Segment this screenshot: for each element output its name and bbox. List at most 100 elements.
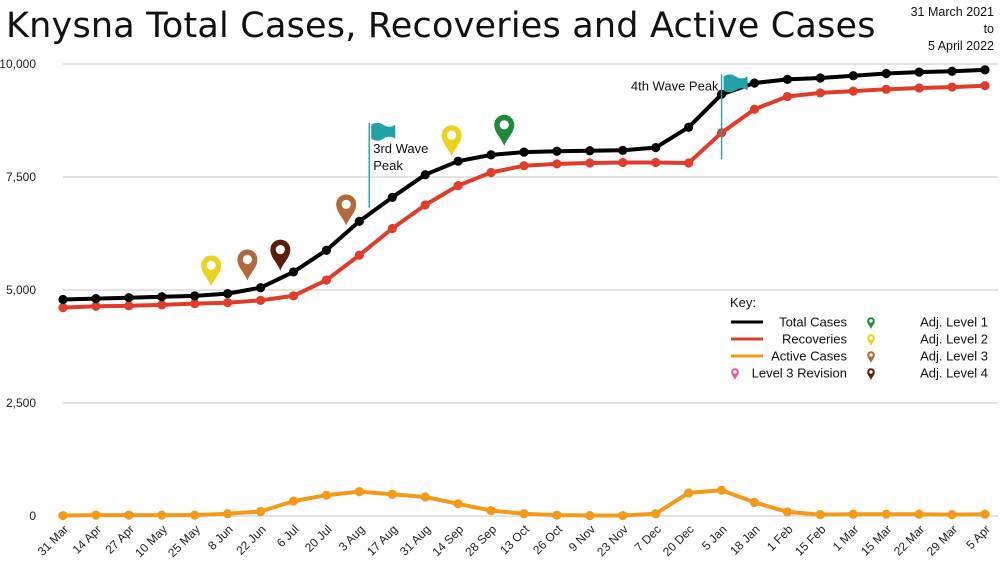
data-point (387, 489, 397, 499)
data-point (420, 492, 430, 502)
data-point (255, 295, 266, 305)
x-tick-label: 6 Jul (274, 522, 302, 550)
wave-peak-flag: 3rd Wave Peak (368, 122, 428, 208)
data-point (420, 170, 430, 180)
x-tick-label: 20 Dec (660, 522, 697, 559)
data-point (124, 510, 134, 520)
data-point (354, 250, 364, 260)
pin-hole (499, 120, 509, 130)
data-point (651, 143, 661, 153)
x-tick-label: 20 Jul (302, 522, 335, 555)
x-tick-label: 1 Mar (830, 522, 862, 554)
x-tick-label: 17 Aug (364, 522, 400, 558)
pin-hole (869, 319, 873, 323)
x-tick-label: 31 Mar (35, 522, 71, 558)
flag-label: 4th Wave Peak (631, 78, 719, 93)
data-point (190, 510, 200, 520)
data-point (749, 104, 760, 114)
y-tick-label: 10,000 (0, 57, 36, 71)
x-tick-label: 8 Jun (205, 522, 236, 553)
pin-hole (869, 353, 873, 357)
data-point (618, 510, 628, 521)
data-point (749, 78, 760, 88)
legend-pin-icon (867, 351, 875, 363)
data-point (91, 510, 101, 520)
chart-title: Knysna Total Cases, Recoveries and Activ… (6, 6, 876, 46)
data-point (91, 293, 101, 304)
data-point (157, 300, 167, 310)
x-tick-label: 23 Nov (594, 522, 631, 559)
data-point (947, 510, 957, 520)
legend-label: Adj. Level 2 (920, 332, 988, 347)
legend-pin-icon (867, 317, 875, 329)
data-point (848, 86, 858, 96)
data-point (58, 294, 68, 305)
legend-title: Key: (730, 295, 756, 310)
data-point (58, 303, 68, 313)
legend-pin-icon (867, 334, 875, 346)
data-point (288, 267, 299, 277)
date-range-to: 5 April 2022 (927, 39, 994, 53)
data-point (519, 147, 529, 157)
data-point (947, 82, 957, 92)
pin-hole (242, 254, 252, 265)
x-tick-label: 27 Apr (103, 522, 137, 556)
legend-pin-icon (867, 368, 875, 380)
data-point (881, 509, 891, 519)
x-tick-label: 29 Mar (924, 522, 960, 558)
flag-label: 3rd Wave (373, 141, 428, 156)
data-point (519, 161, 529, 171)
marker-adj-level-2-icon (441, 125, 462, 157)
data-point (124, 301, 134, 311)
legend-label: Active Cases (771, 349, 847, 364)
data-point (980, 81, 990, 91)
data-point (815, 510, 825, 520)
data-point (716, 485, 727, 495)
x-tick-label: 14 Apr (70, 522, 104, 556)
data-point (519, 509, 529, 519)
data-point (585, 158, 595, 168)
marker-adj-level-3-icon (336, 194, 357, 226)
pin-hole (275, 244, 285, 255)
data-point (914, 83, 924, 93)
flag-label: Peak (373, 158, 403, 173)
data-point (618, 157, 628, 168)
x-tick-label: 18 Jan (727, 522, 762, 557)
data-point (321, 490, 332, 500)
wave-peak-flag: 4th Wave Peak (631, 74, 748, 160)
date-range-from: 31 March 2021 (910, 5, 994, 19)
x-tick-label: 5 Jan (699, 522, 730, 553)
marker-adj-level-3-icon (237, 249, 258, 281)
data-point (321, 275, 332, 285)
pin-body (237, 249, 258, 281)
x-tick-label: 5 Apr (963, 522, 993, 552)
series-recoveries (58, 81, 990, 313)
x-tick-label: 22 Mar (891, 522, 927, 558)
y-tick-label: 2,500 (6, 396, 36, 410)
pin-body (201, 255, 222, 287)
pin-hole (869, 336, 873, 340)
x-tick-label: 13 Oct (497, 522, 532, 557)
data-point (190, 298, 200, 309)
data-point (684, 122, 694, 132)
data-point (881, 68, 891, 79)
flag-icon (371, 122, 396, 141)
data-point (585, 510, 595, 521)
legend: Key: Total Cases Recoveries Active Cases Lev… (730, 295, 988, 381)
data-point (354, 216, 364, 226)
flag-icon (723, 74, 748, 93)
data-point (486, 167, 496, 178)
data-point (552, 510, 562, 520)
data-point (881, 84, 891, 94)
date-range-sep: to (983, 22, 994, 36)
pin-hole (733, 370, 737, 374)
legend-label: Total Cases (779, 315, 847, 330)
pin-body (867, 334, 875, 346)
x-tick-label: 15 Feb (792, 522, 829, 559)
data-point (58, 510, 68, 521)
data-point (321, 245, 332, 255)
data-point (782, 91, 793, 102)
x-tick-label: 15 Mar (858, 522, 894, 558)
data-point (651, 157, 661, 168)
pin-hole (869, 370, 873, 374)
